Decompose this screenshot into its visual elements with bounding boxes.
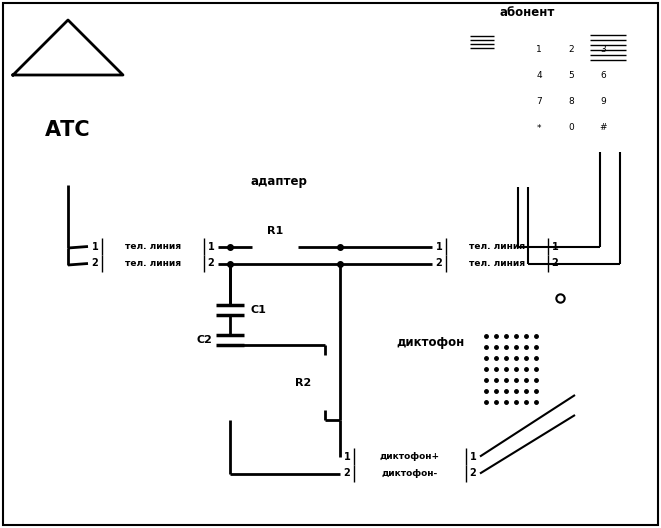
Bar xyxy=(432,255,562,272)
Text: 8: 8 xyxy=(568,98,574,107)
Bar xyxy=(555,37,587,63)
FancyBboxPatch shape xyxy=(459,155,505,177)
Text: тел. линия: тел. линия xyxy=(125,242,181,251)
Bar xyxy=(18,75,118,185)
Text: 2: 2 xyxy=(208,259,214,269)
Bar xyxy=(316,355,334,410)
Text: тел. линия: тел. линия xyxy=(469,259,525,268)
Text: 0: 0 xyxy=(568,124,574,133)
Bar xyxy=(196,168,361,430)
Text: абонент: абонент xyxy=(499,5,555,18)
Text: 1: 1 xyxy=(536,45,542,54)
Text: 3: 3 xyxy=(600,45,606,54)
Text: 1: 1 xyxy=(436,241,442,251)
Text: диктофон+: диктофон+ xyxy=(380,452,440,461)
Bar xyxy=(470,280,575,425)
Text: 2: 2 xyxy=(344,468,350,478)
Text: 1: 1 xyxy=(469,451,477,461)
Text: 9: 9 xyxy=(600,98,606,107)
Text: #: # xyxy=(600,124,607,133)
Text: 6: 6 xyxy=(600,71,606,80)
Text: диктофон: диктофон xyxy=(397,336,465,349)
Text: 1: 1 xyxy=(552,241,559,251)
Text: адаптер: адаптер xyxy=(250,175,307,188)
Text: R1: R1 xyxy=(267,225,283,235)
Text: 1: 1 xyxy=(92,241,98,251)
Bar xyxy=(587,37,619,63)
Bar xyxy=(252,239,298,254)
Text: 4: 4 xyxy=(536,71,542,80)
Bar xyxy=(523,63,555,89)
Text: АТС: АТС xyxy=(45,120,91,140)
Bar xyxy=(448,22,636,187)
Text: C1: C1 xyxy=(250,305,266,315)
Bar xyxy=(587,63,619,89)
Bar xyxy=(555,115,587,141)
Bar xyxy=(340,465,480,482)
Text: 1: 1 xyxy=(208,241,214,251)
Text: 2: 2 xyxy=(552,259,559,269)
Bar xyxy=(523,37,555,63)
Text: R2: R2 xyxy=(295,378,311,388)
Bar xyxy=(340,448,480,465)
Bar xyxy=(587,89,619,115)
Text: 1: 1 xyxy=(344,451,350,461)
Bar xyxy=(88,238,218,255)
Text: диктофон-: диктофон- xyxy=(382,469,438,478)
Text: 5: 5 xyxy=(568,71,574,80)
Text: 2: 2 xyxy=(568,45,574,54)
Bar xyxy=(523,115,555,141)
Text: 2: 2 xyxy=(469,468,477,478)
Bar xyxy=(432,238,562,255)
Text: 7: 7 xyxy=(536,98,542,107)
FancyBboxPatch shape xyxy=(459,31,505,53)
Bar xyxy=(523,89,555,115)
Bar xyxy=(480,330,550,410)
Text: тел. линия: тел. линия xyxy=(469,242,525,251)
Text: 2: 2 xyxy=(436,259,442,269)
Text: *: * xyxy=(537,124,541,133)
Text: тел. линия: тел. линия xyxy=(125,259,181,268)
Text: C2: C2 xyxy=(196,335,212,345)
Bar xyxy=(588,30,628,70)
Text: 2: 2 xyxy=(92,259,98,269)
Bar xyxy=(563,340,571,354)
Bar xyxy=(88,255,218,272)
Bar xyxy=(587,115,619,141)
Bar xyxy=(555,63,587,89)
Bar xyxy=(555,89,587,115)
FancyBboxPatch shape xyxy=(452,26,512,183)
